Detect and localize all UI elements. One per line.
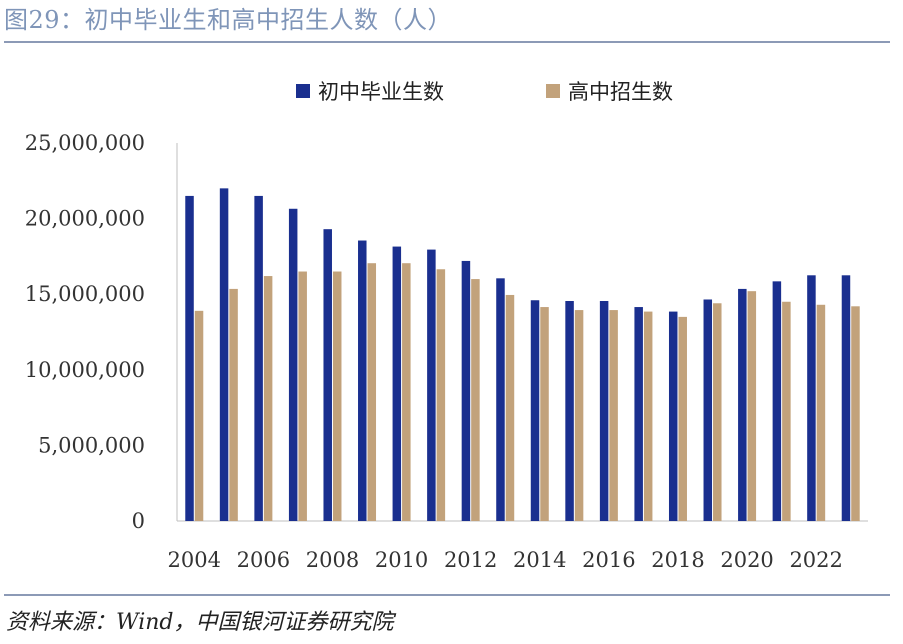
bar-senior-enrollment: [574, 310, 584, 521]
bar-junior-graduates: [599, 301, 609, 521]
legend-item-senior-enrollment: 高中招生数: [546, 76, 673, 106]
bar-senior-enrollment: [229, 288, 238, 521]
legend-label-senior-enrollment: 高中招生数: [568, 80, 673, 104]
bar-junior-graduates: [634, 307, 643, 521]
bar-senior-enrollment: [782, 301, 791, 521]
bar-senior-enrollment: [263, 276, 273, 521]
bar-senior-enrollment: [540, 307, 549, 521]
bar-senior-enrollment: [609, 310, 618, 521]
bar-senior-enrollment: [298, 271, 307, 521]
y-tick-label: 5,000,000: [38, 433, 145, 457]
legend-item-junior-graduates: 初中毕业生数: [296, 76, 444, 106]
bar-junior-graduates: [358, 240, 367, 522]
x-tick-label: 2006: [237, 548, 290, 572]
bar-senior-enrollment: [713, 303, 722, 521]
bar-senior-enrollment: [332, 271, 342, 521]
y-tick-label: 0: [132, 509, 145, 533]
bar-junior-graduates: [738, 288, 747, 521]
bar-junior-graduates: [288, 208, 298, 521]
bar-junior-graduates: [254, 195, 263, 522]
bar-junior-graduates: [668, 311, 678, 521]
bar-senior-enrollment: [505, 294, 515, 521]
title-divider: [4, 41, 890, 43]
x-tick-label: 2016: [582, 548, 635, 572]
bar-senior-enrollment: [851, 306, 860, 521]
source-note: 资料来源：Wind，中国银河证券研究院: [6, 610, 394, 635]
figure-title: 图29：初中毕业生和高中招生人数（人）: [4, 6, 453, 34]
bar-senior-enrollment: [678, 316, 687, 521]
bar-junior-graduates: [772, 281, 782, 521]
x-tick-label: 2022: [789, 548, 842, 572]
x-tick-label: 2014: [513, 548, 566, 572]
bar-junior-graduates: [185, 195, 194, 522]
chart-legend: 初中毕业生数 高中招生数: [0, 76, 903, 106]
y-tick-label: 10,000,000: [25, 358, 145, 382]
y-tick-label: 15,000,000: [25, 282, 145, 306]
bar-senior-enrollment: [643, 311, 653, 521]
x-tick-label: 2018: [651, 548, 704, 572]
y-tick-label: 20,000,000: [25, 207, 145, 231]
legend-label-junior-graduates: 初中毕业生数: [318, 80, 444, 104]
bar-senior-enrollment: [436, 269, 446, 521]
bar-junior-graduates: [392, 246, 402, 521]
bar-chart: 0 5,000,000 10,000,000 15,000,000 20,000,000…: [25, 131, 868, 572]
bar-junior-graduates: [841, 275, 851, 521]
source-divider: [4, 594, 890, 596]
bar-senior-enrollment: [367, 263, 377, 521]
bar-senior-enrollment: [816, 304, 826, 521]
bar-junior-graduates: [461, 260, 471, 521]
bar-senior-enrollment: [194, 310, 204, 521]
bar-junior-graduates: [219, 188, 229, 522]
bar-junior-graduates: [496, 278, 505, 521]
x-tick-label: 2012: [444, 548, 497, 572]
bar-junior-graduates: [427, 249, 436, 521]
x-tick-label: 2008: [306, 548, 359, 572]
bar-junior-graduates: [807, 275, 816, 521]
bar-senior-enrollment: [402, 263, 411, 521]
y-tick-label: 25,000,000: [25, 131, 145, 155]
x-tick-label: 2010: [375, 548, 428, 572]
bar-junior-graduates: [323, 229, 332, 521]
bar-senior-enrollment: [747, 291, 757, 521]
x-tick-label: 2020: [720, 548, 773, 572]
bar-senior-enrollment: [471, 279, 480, 521]
bar-junior-graduates: [530, 300, 540, 521]
legend-swatch-senior-enrollment: [546, 84, 560, 98]
legend-swatch-junior-graduates: [296, 84, 310, 98]
bar-junior-graduates: [565, 301, 574, 521]
x-tick-label: 2004: [168, 548, 221, 572]
bar-junior-graduates: [703, 299, 713, 521]
